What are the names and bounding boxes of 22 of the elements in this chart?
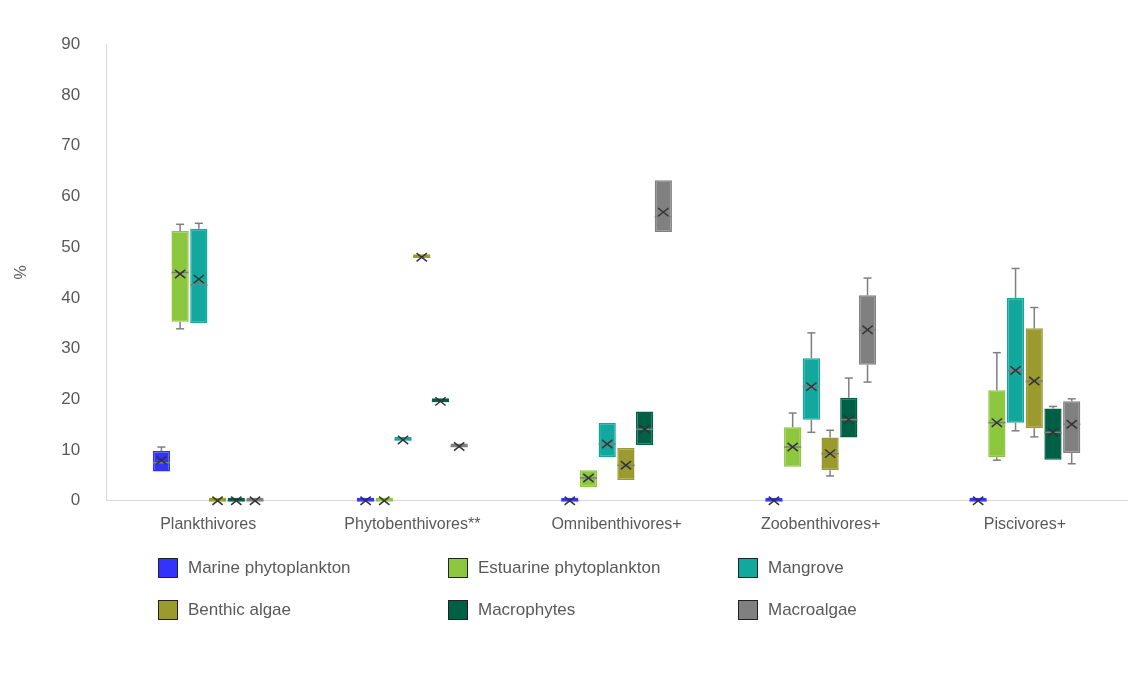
y-tick-label: 50	[61, 236, 81, 256]
y-tick-label: 0	[70, 490, 81, 510]
y-tick-label: 40	[61, 287, 81, 307]
legend-label: Mangrove	[768, 558, 844, 578]
y-tick-label: 60	[61, 186, 81, 206]
legend-label: Macroalgae	[768, 600, 857, 620]
y-tick-label: 70	[61, 135, 81, 155]
x-tick-label: Piscivores+	[983, 514, 1067, 532]
legend-label: Estuarine phytoplankton	[478, 558, 661, 578]
x-tick-label: Phytobenthivores**	[344, 514, 481, 532]
legend-label: Marine phytoplankton	[188, 558, 351, 578]
x-tick-label: Zoobenthivores+	[760, 514, 881, 532]
y-tick-label: 10	[61, 439, 81, 459]
x-tick-label: Plankthivores	[160, 514, 257, 532]
legend-label: Macrophytes	[478, 600, 576, 620]
legend-label: Benthic algae	[188, 600, 292, 620]
y-tick-label: 90	[61, 33, 81, 53]
x-tick-label: Omnibenthivores+	[551, 514, 682, 532]
y-tick-label: 80	[61, 84, 81, 104]
y-tick-label: 30	[61, 338, 81, 358]
y-tick-label: 20	[61, 389, 81, 409]
y-axis-title: %	[12, 265, 30, 280]
